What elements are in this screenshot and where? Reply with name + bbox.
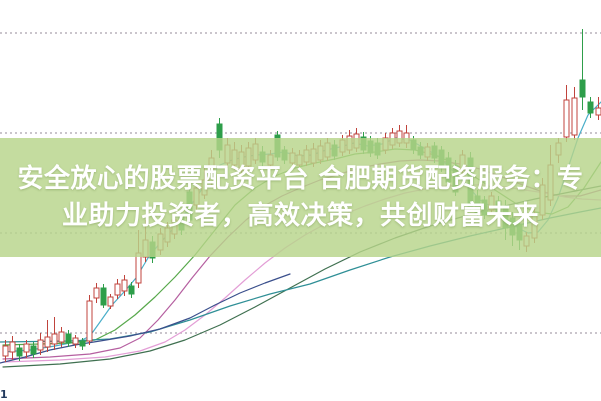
gridlines [0, 32, 601, 334]
ma-line-ma-navy [0, 273, 291, 364]
ma-line-ma30 [2, 184, 601, 363]
candles [2, 29, 601, 362]
ma-line-ma10 [2, 148, 601, 346]
ma-line-ma20 [2, 159, 601, 360]
axis-corner-label: 1 [0, 388, 8, 401]
